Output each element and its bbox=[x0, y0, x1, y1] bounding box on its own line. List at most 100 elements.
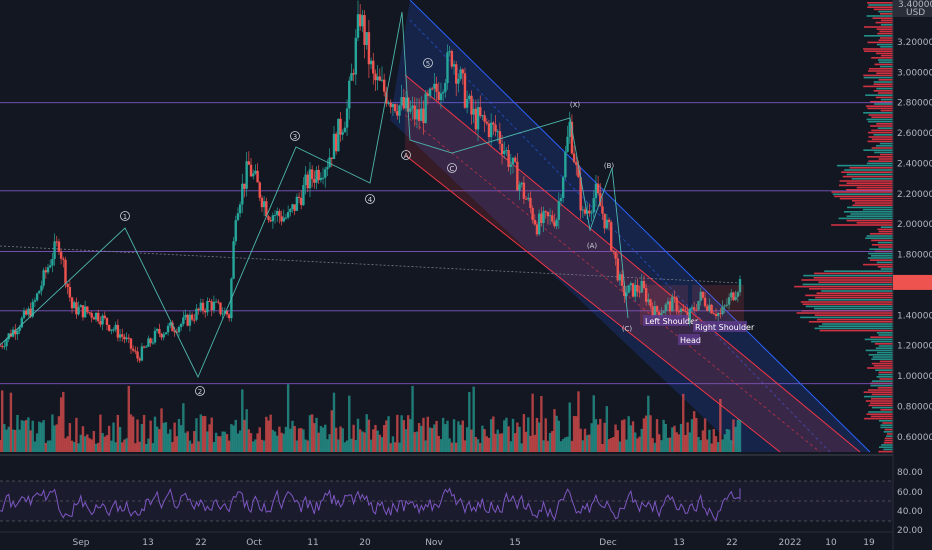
volume-bar bbox=[529, 435, 532, 452]
candle-body bbox=[662, 311, 665, 314]
candle-body bbox=[127, 337, 130, 339]
candle-body bbox=[559, 198, 563, 202]
candle-body bbox=[188, 314, 192, 326]
volume-bar bbox=[566, 436, 569, 452]
volume-bar bbox=[103, 436, 106, 452]
candle-body bbox=[24, 310, 28, 315]
volume-bar bbox=[260, 439, 264, 452]
volume-bar bbox=[509, 441, 512, 452]
candle-body bbox=[162, 334, 165, 338]
candle-body bbox=[86, 306, 89, 313]
candle-body bbox=[114, 324, 117, 330]
right-shoulder-box bbox=[692, 285, 744, 325]
volume-bar bbox=[0, 440, 2, 452]
volume-bar bbox=[527, 417, 530, 452]
candle-body bbox=[51, 258, 54, 266]
candle-body bbox=[409, 108, 412, 112]
volume-bar bbox=[448, 438, 451, 452]
volume-profile-bar bbox=[868, 252, 893, 255]
volume-bar bbox=[380, 437, 384, 452]
candle-body bbox=[505, 150, 508, 152]
volume-bar bbox=[341, 428, 344, 452]
candle-body bbox=[479, 107, 482, 116]
candle-body bbox=[546, 211, 550, 217]
volume-bar bbox=[441, 417, 445, 452]
volume-profile-bar bbox=[856, 222, 893, 224]
volume-bar bbox=[14, 429, 17, 452]
candle-body bbox=[319, 177, 323, 181]
volume-bar bbox=[179, 425, 183, 452]
time-tick-dec22: 22 bbox=[726, 538, 737, 548]
volume-bar bbox=[70, 440, 74, 452]
candle-body bbox=[601, 206, 604, 214]
candle-body bbox=[103, 315, 106, 318]
volume-bar bbox=[0, 390, 4, 452]
volume-profile-bar bbox=[870, 402, 893, 404]
volume-bar bbox=[241, 389, 244, 452]
candle-body bbox=[596, 183, 600, 194]
volume-bar bbox=[38, 421, 41, 452]
volume-profile-bar bbox=[868, 68, 893, 70]
volume-bar bbox=[634, 432, 637, 452]
volume-bar bbox=[413, 432, 416, 452]
volume-profile-bar bbox=[838, 217, 893, 220]
candle-body bbox=[411, 105, 414, 109]
volume-bar bbox=[127, 385, 130, 452]
candle-body bbox=[673, 296, 676, 298]
volume-bar bbox=[435, 420, 438, 452]
volume-bar bbox=[121, 442, 124, 452]
volume-bar bbox=[660, 440, 663, 452]
candle-body bbox=[575, 162, 578, 166]
candle-body bbox=[634, 284, 637, 297]
volume-profile-bar bbox=[809, 288, 893, 290]
candle-body bbox=[151, 342, 155, 344]
volume-profile-bar bbox=[873, 365, 893, 367]
candle-body bbox=[446, 52, 449, 83]
volume-bar bbox=[319, 426, 323, 452]
volume-bar bbox=[407, 415, 410, 452]
volume-bar bbox=[245, 409, 248, 452]
volume-bar bbox=[99, 414, 102, 452]
time-axis[interactable]: Sep 13 22 Oct 11 20 Nov 15 Dec 13 22 202… bbox=[73, 538, 875, 548]
candle-body bbox=[3, 346, 6, 348]
candle-body bbox=[703, 297, 707, 307]
volume-bar bbox=[483, 429, 486, 452]
volume-profile-bar bbox=[800, 301, 893, 303]
volume-profile-bar bbox=[862, 208, 893, 211]
candle-body bbox=[642, 280, 646, 289]
volume-bar bbox=[7, 426, 10, 452]
candle-body bbox=[625, 292, 628, 297]
candle-body bbox=[348, 80, 351, 109]
volume-bar bbox=[356, 418, 360, 452]
volume-profile-bar bbox=[831, 191, 893, 193]
volume-profile-bar bbox=[871, 358, 893, 360]
candle-body bbox=[18, 327, 21, 331]
volume-bar bbox=[223, 431, 227, 452]
volume-profile bbox=[794, 2, 893, 453]
candle-body bbox=[99, 321, 102, 325]
volume-bar bbox=[596, 424, 600, 452]
volume-bar bbox=[284, 426, 288, 452]
candle-body bbox=[393, 104, 397, 112]
candle-body bbox=[142, 346, 146, 348]
candle-body bbox=[66, 283, 69, 287]
candle-body bbox=[262, 201, 266, 208]
candle-body bbox=[282, 217, 285, 222]
candle-body bbox=[179, 323, 183, 327]
volume-bar bbox=[97, 442, 100, 452]
volume-profile-bar bbox=[877, 387, 893, 389]
wave-label-2: 2 bbox=[198, 388, 202, 396]
volume-bar bbox=[575, 416, 578, 452]
candle-body bbox=[420, 108, 423, 121]
candle-body bbox=[345, 108, 349, 128]
volume-profile-bar bbox=[880, 426, 893, 429]
candle-body bbox=[164, 332, 168, 335]
volume-profile-bar bbox=[877, 32, 893, 35]
volume-profile-bar bbox=[815, 296, 893, 299]
volume-bar bbox=[437, 435, 440, 452]
candle-body bbox=[175, 331, 179, 333]
volume-profile-bar bbox=[882, 422, 893, 424]
